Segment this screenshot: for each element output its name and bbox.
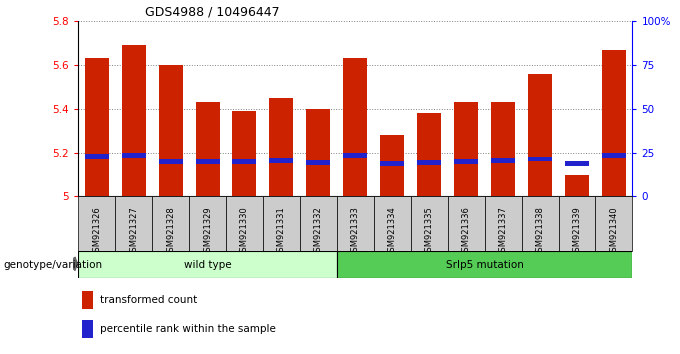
Bar [565,175,589,196]
Text: GSM921336: GSM921336 [462,206,471,257]
Bar [152,196,189,251]
Bar [447,196,485,251]
Bar [78,196,115,251]
Bar [485,196,522,251]
Bar [158,65,182,196]
Bar [528,156,552,161]
Bar [558,196,596,251]
Bar [491,158,515,162]
Bar [374,196,411,251]
Text: GSM921340: GSM921340 [609,206,618,257]
Bar [454,102,478,196]
Bar [78,251,337,278]
Bar [491,102,515,196]
Bar [300,196,337,251]
Bar [233,111,256,196]
Text: GSM921333: GSM921333 [351,206,360,257]
Bar [307,109,330,196]
Bar [307,160,330,165]
Bar [596,196,632,251]
Bar [85,58,109,196]
FancyArrow shape [73,257,78,270]
Text: GSM921326: GSM921326 [92,206,101,257]
Text: genotype/variation: genotype/variation [3,260,103,270]
Bar [418,160,441,165]
Bar [337,251,632,278]
Bar [122,153,146,158]
Bar [196,159,220,164]
Bar [343,153,367,158]
Text: GSM921339: GSM921339 [573,206,581,257]
Bar [189,196,226,251]
Text: GSM921328: GSM921328 [166,206,175,257]
Text: GSM921337: GSM921337 [498,206,507,257]
Bar [602,50,626,196]
Text: Srlp5 mutation: Srlp5 mutation [445,259,524,270]
Text: GSM921335: GSM921335 [425,206,434,257]
Text: GSM921334: GSM921334 [388,206,396,257]
Text: GSM921327: GSM921327 [129,206,138,257]
Bar [115,196,152,251]
Bar [122,45,146,196]
Bar [565,161,589,166]
Bar [337,196,374,251]
Bar [380,135,404,196]
Bar [233,159,256,164]
Bar [82,291,93,309]
Bar [196,102,220,196]
Text: percentile rank within the sample: percentile rank within the sample [100,324,275,334]
Bar [602,153,626,158]
Bar [269,98,293,196]
Bar [158,159,182,164]
Bar [380,161,404,166]
Text: wild type: wild type [184,259,231,270]
Bar [263,196,300,251]
Bar [343,58,367,196]
Text: GDS4988 / 10496447: GDS4988 / 10496447 [145,6,279,19]
Text: GSM921338: GSM921338 [536,206,545,257]
Bar [522,196,558,251]
Bar [411,196,447,251]
Text: GSM921330: GSM921330 [240,206,249,257]
Text: GSM921331: GSM921331 [277,206,286,257]
Bar [226,196,263,251]
Bar [454,159,478,164]
Bar [418,113,441,196]
Text: GSM921329: GSM921329 [203,206,212,257]
Bar [82,320,93,338]
Text: GSM921332: GSM921332 [314,206,323,257]
Text: transformed count: transformed count [100,295,197,305]
Bar [85,154,109,159]
Bar [528,74,552,196]
Bar [269,158,293,162]
